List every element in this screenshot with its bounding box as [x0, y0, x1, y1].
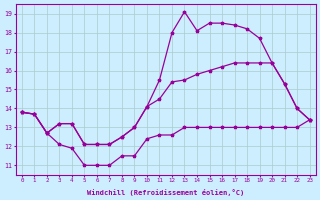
X-axis label: Windchill (Refroidissement éolien,°C): Windchill (Refroidissement éolien,°C) — [87, 189, 244, 196]
